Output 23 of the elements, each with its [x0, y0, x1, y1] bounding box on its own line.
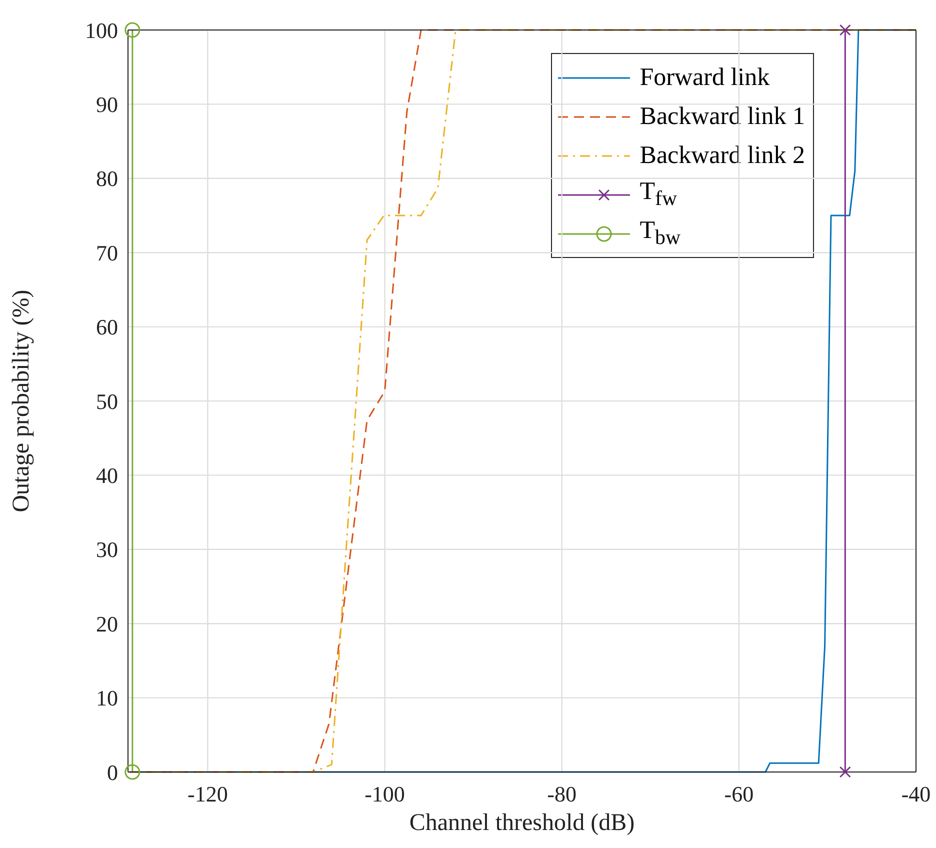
- y-tick-label: 0: [107, 760, 118, 785]
- legend-label: T$_{bw}$: [640, 217, 681, 250]
- y-axis-title: Outage probability (%): [8, 290, 35, 512]
- y-tick-label: 80: [96, 166, 118, 192]
- x-tick-label: -60: [724, 782, 754, 807]
- y-tick-label: 100: [85, 18, 118, 43]
- y-tick-label: 50: [96, 388, 118, 414]
- x-axis-title: Channel threshold (dB): [409, 810, 635, 836]
- y-tick-label: 60: [96, 314, 118, 340]
- x-tick-label: -40: [901, 782, 931, 807]
- y-tick-label: 20: [96, 611, 118, 636]
- legend-label: T$_{fw}$: [640, 178, 678, 211]
- legend-label: Backward link 2: [640, 142, 805, 170]
- x-tick-label: -80: [547, 782, 577, 807]
- y-tick-label: 10: [96, 686, 118, 711]
- x-tick-label: -100: [364, 782, 405, 807]
- legend-label: Backward link 1: [640, 102, 805, 130]
- y-tick-label: 30: [96, 537, 118, 562]
- legend-label: Forward link: [640, 64, 770, 92]
- y-tick-label: 70: [96, 240, 118, 266]
- y-tick-label: 90: [96, 92, 118, 118]
- y-tick-label: 40: [96, 463, 118, 488]
- x-tick-label: -120: [188, 782, 228, 807]
